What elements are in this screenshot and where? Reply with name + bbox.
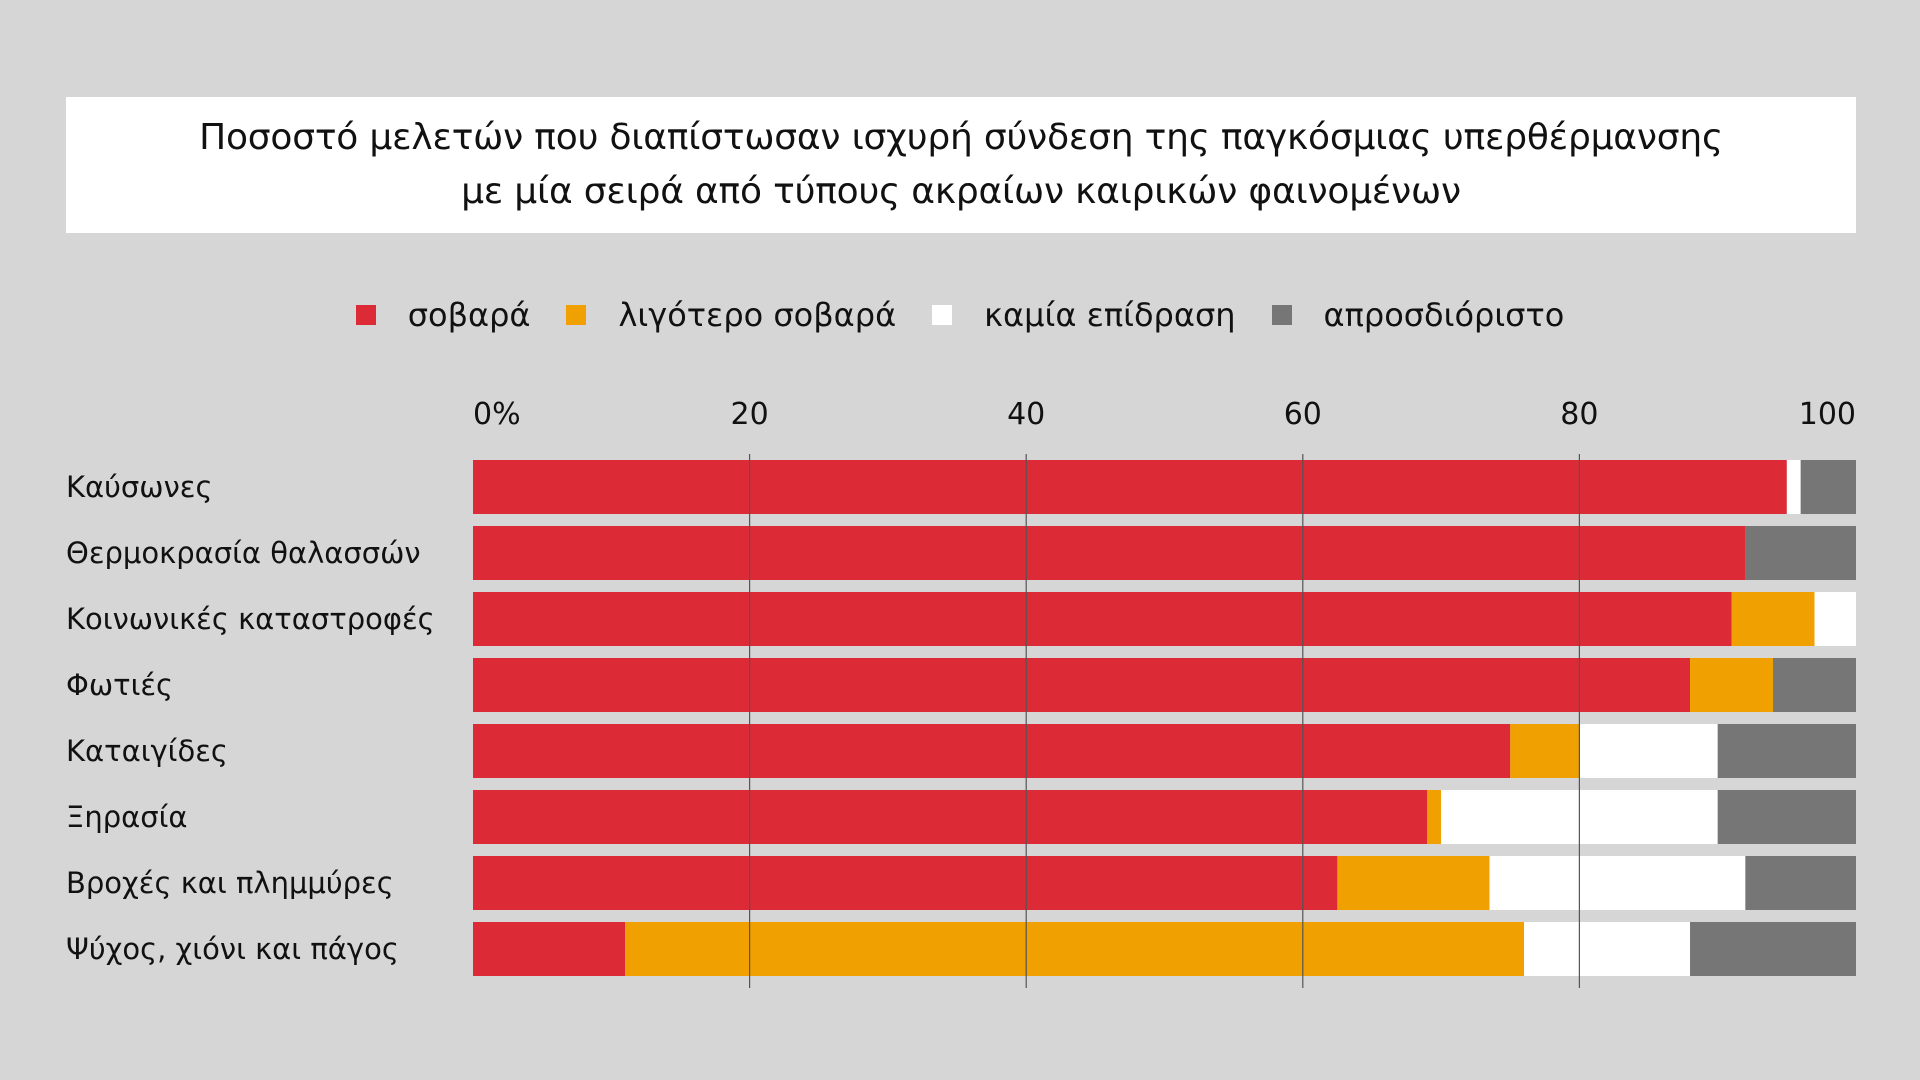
legend-item-undetermined: απροσδιόριστο <box>1271 296 1565 334</box>
category-label: Ξηρασία <box>66 800 188 834</box>
bar-segment-1 <box>473 922 626 976</box>
bar-segment-4 <box>1773 658 1856 712</box>
bar-segment-2 <box>1510 724 1580 778</box>
bar-segment-3 <box>1579 724 1718 778</box>
bar-segment-1 <box>473 460 1787 514</box>
chart-title-box: Ποσοστό μελετών που διαπίστωσαν ισχυρή σ… <box>66 97 1856 233</box>
chart-title-line-1: Ποσοστό μελετών που διαπίστωσαν ισχυρή σ… <box>199 117 1723 158</box>
bar-segment-4 <box>1800 460 1856 514</box>
bar-segment-3 <box>1524 922 1691 976</box>
tick-label: 60 <box>1284 397 1322 432</box>
legend-swatch-no-effect <box>932 305 953 325</box>
legend-label-less-severe: λιγότερο σοβαρά <box>618 296 897 334</box>
bar-segment-4 <box>1690 922 1856 976</box>
bar-segment-4 <box>1717 724 1856 778</box>
bar-segment-1 <box>473 790 1428 844</box>
tick-label: 100 <box>1799 397 1856 432</box>
legend-swatch-undetermined <box>1271 305 1292 325</box>
bar-segment-2 <box>1337 856 1490 910</box>
bar-segment-3 <box>1786 460 1801 514</box>
bar-segment-4 <box>1745 856 1856 910</box>
gridlines <box>748 454 1581 988</box>
legend-label-severe: σοβαρά <box>407 296 531 334</box>
bar-segment-1 <box>473 658 1691 712</box>
category-label: Κοινωνικές καταστροφές <box>66 602 435 636</box>
category-label: Ψύχος, χιόνι και πάγος <box>66 932 399 966</box>
tick-label: 20 <box>731 397 769 432</box>
bar-segment-3 <box>1814 592 1856 646</box>
category-label: Φωτιές <box>66 668 173 702</box>
category-label: Καταιγίδες <box>66 734 228 768</box>
bars <box>473 460 1856 976</box>
bar-segment-1 <box>473 526 1746 580</box>
chart-title-line-2: με μία σειρά από τύπους ακραίων καιρικών… <box>461 171 1461 212</box>
legend-label-undetermined: απροσδιόριστο <box>1323 296 1565 334</box>
bar-segment-3 <box>1489 856 1746 910</box>
legend-item-severe: σοβαρά <box>355 296 531 334</box>
bar-segment-1 <box>473 724 1511 778</box>
bar-segment-1 <box>473 856 1338 910</box>
category-label: Βροχές και πλημμύρες <box>66 866 394 900</box>
bar-segment-1 <box>473 592 1732 646</box>
legend-item-less-severe: λιγότερο σοβαρά <box>566 296 896 334</box>
bar-segment-4 <box>1745 526 1856 580</box>
tick-label: 80 <box>1560 397 1598 432</box>
bar-segment-4 <box>1717 790 1856 844</box>
legend-label-no-effect: καμία επίδραση <box>984 296 1236 334</box>
bar-segment-2 <box>625 922 1525 976</box>
legend-swatch-severe <box>355 305 376 325</box>
bar-segment-2 <box>1731 592 1815 646</box>
category-labels: Καύσωνες Θερμοκρασία θαλασσών Κοινωνικές κ… <box>66 470 435 966</box>
legend-swatch-less-severe <box>566 305 587 325</box>
tick-label: 0% <box>473 397 521 432</box>
legend-item-no-effect: καμία επίδραση <box>932 296 1236 334</box>
bar-segment-2 <box>1427 790 1442 844</box>
chart-legend: σοβαρά λιγότερο σοβαρά καμία επίδραση απ… <box>0 290 1920 340</box>
bar-segment-2 <box>1690 658 1774 712</box>
category-label: Θερμοκρασία θαλασσών <box>66 536 421 570</box>
category-label: Καύσωνες <box>66 470 212 504</box>
x-axis-ticks: 0% 20 40 60 80 100 <box>473 397 1856 432</box>
tick-label: 40 <box>1007 397 1045 432</box>
